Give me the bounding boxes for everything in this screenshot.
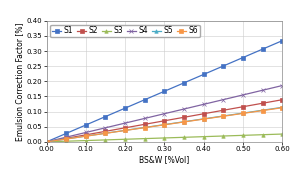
S4 [163,113,166,115]
S6 [241,112,245,115]
S3 [281,133,284,135]
S5 [222,115,225,117]
S2 [241,106,245,108]
S5 [241,112,245,114]
S5 [163,124,166,126]
S5 [65,138,68,140]
S5 [84,135,88,137]
S2 [222,109,225,111]
Line: S5: S5 [45,106,284,144]
S5 [143,126,146,129]
S6 [281,107,284,109]
S6 [104,132,107,134]
S6 [45,141,48,143]
Line: S6: S6 [45,106,284,144]
X-axis label: BS&W [%Vol]: BS&W [%Vol] [139,155,189,164]
S3 [123,138,127,140]
S4 [202,103,205,105]
S2 [84,134,88,136]
S6 [202,118,205,120]
S4 [182,108,186,110]
S2 [182,116,186,118]
S6 [182,121,186,123]
S2 [45,141,48,143]
S2 [143,123,146,125]
S5 [261,109,264,111]
S5 [281,106,284,108]
S3 [241,134,245,136]
Line: S3: S3 [45,132,284,144]
S4 [84,131,88,134]
S1 [241,57,245,59]
S6 [84,135,88,137]
S3 [84,139,88,142]
S1 [261,48,264,50]
S1 [281,40,284,42]
Line: S2: S2 [45,98,284,144]
S3 [222,135,225,137]
S2 [202,113,205,115]
S6 [222,115,225,117]
S2 [104,130,107,132]
S3 [104,139,107,141]
Line: S4: S4 [45,84,284,144]
Legend: S1, S2, S3, S4, S5, S6: S1, S2, S3, S4, S5, S6 [50,25,200,37]
S1 [202,73,205,75]
S5 [182,121,186,123]
S1 [123,107,127,109]
S3 [202,136,205,138]
S5 [104,132,107,134]
S4 [123,122,127,124]
S3 [261,134,264,136]
S1 [163,90,166,92]
S5 [123,129,127,131]
S3 [182,136,186,138]
S1 [182,82,186,84]
S4 [143,117,146,119]
S1 [143,99,146,101]
S1 [65,132,68,134]
S4 [241,94,245,96]
S6 [261,110,264,112]
S2 [261,102,264,104]
S2 [65,137,68,139]
S6 [143,127,146,129]
S1 [104,116,107,118]
S3 [163,137,166,139]
S1 [45,141,48,143]
Line: S1: S1 [45,39,284,144]
S3 [143,138,146,140]
S1 [84,124,88,126]
S1 [222,65,225,67]
S5 [202,118,205,120]
S2 [123,127,127,129]
S6 [123,129,127,131]
S3 [65,140,68,142]
Y-axis label: Emulsion Correction Factor [%]: Emulsion Correction Factor [%] [15,22,24,140]
S4 [281,84,284,86]
S6 [65,138,68,140]
S4 [45,141,48,143]
S4 [261,89,264,91]
S2 [163,120,166,122]
S3 [45,141,48,143]
S4 [104,127,107,129]
S4 [65,136,68,138]
S2 [281,99,284,101]
S5 [45,141,48,143]
S4 [222,99,225,101]
S6 [163,124,166,126]
